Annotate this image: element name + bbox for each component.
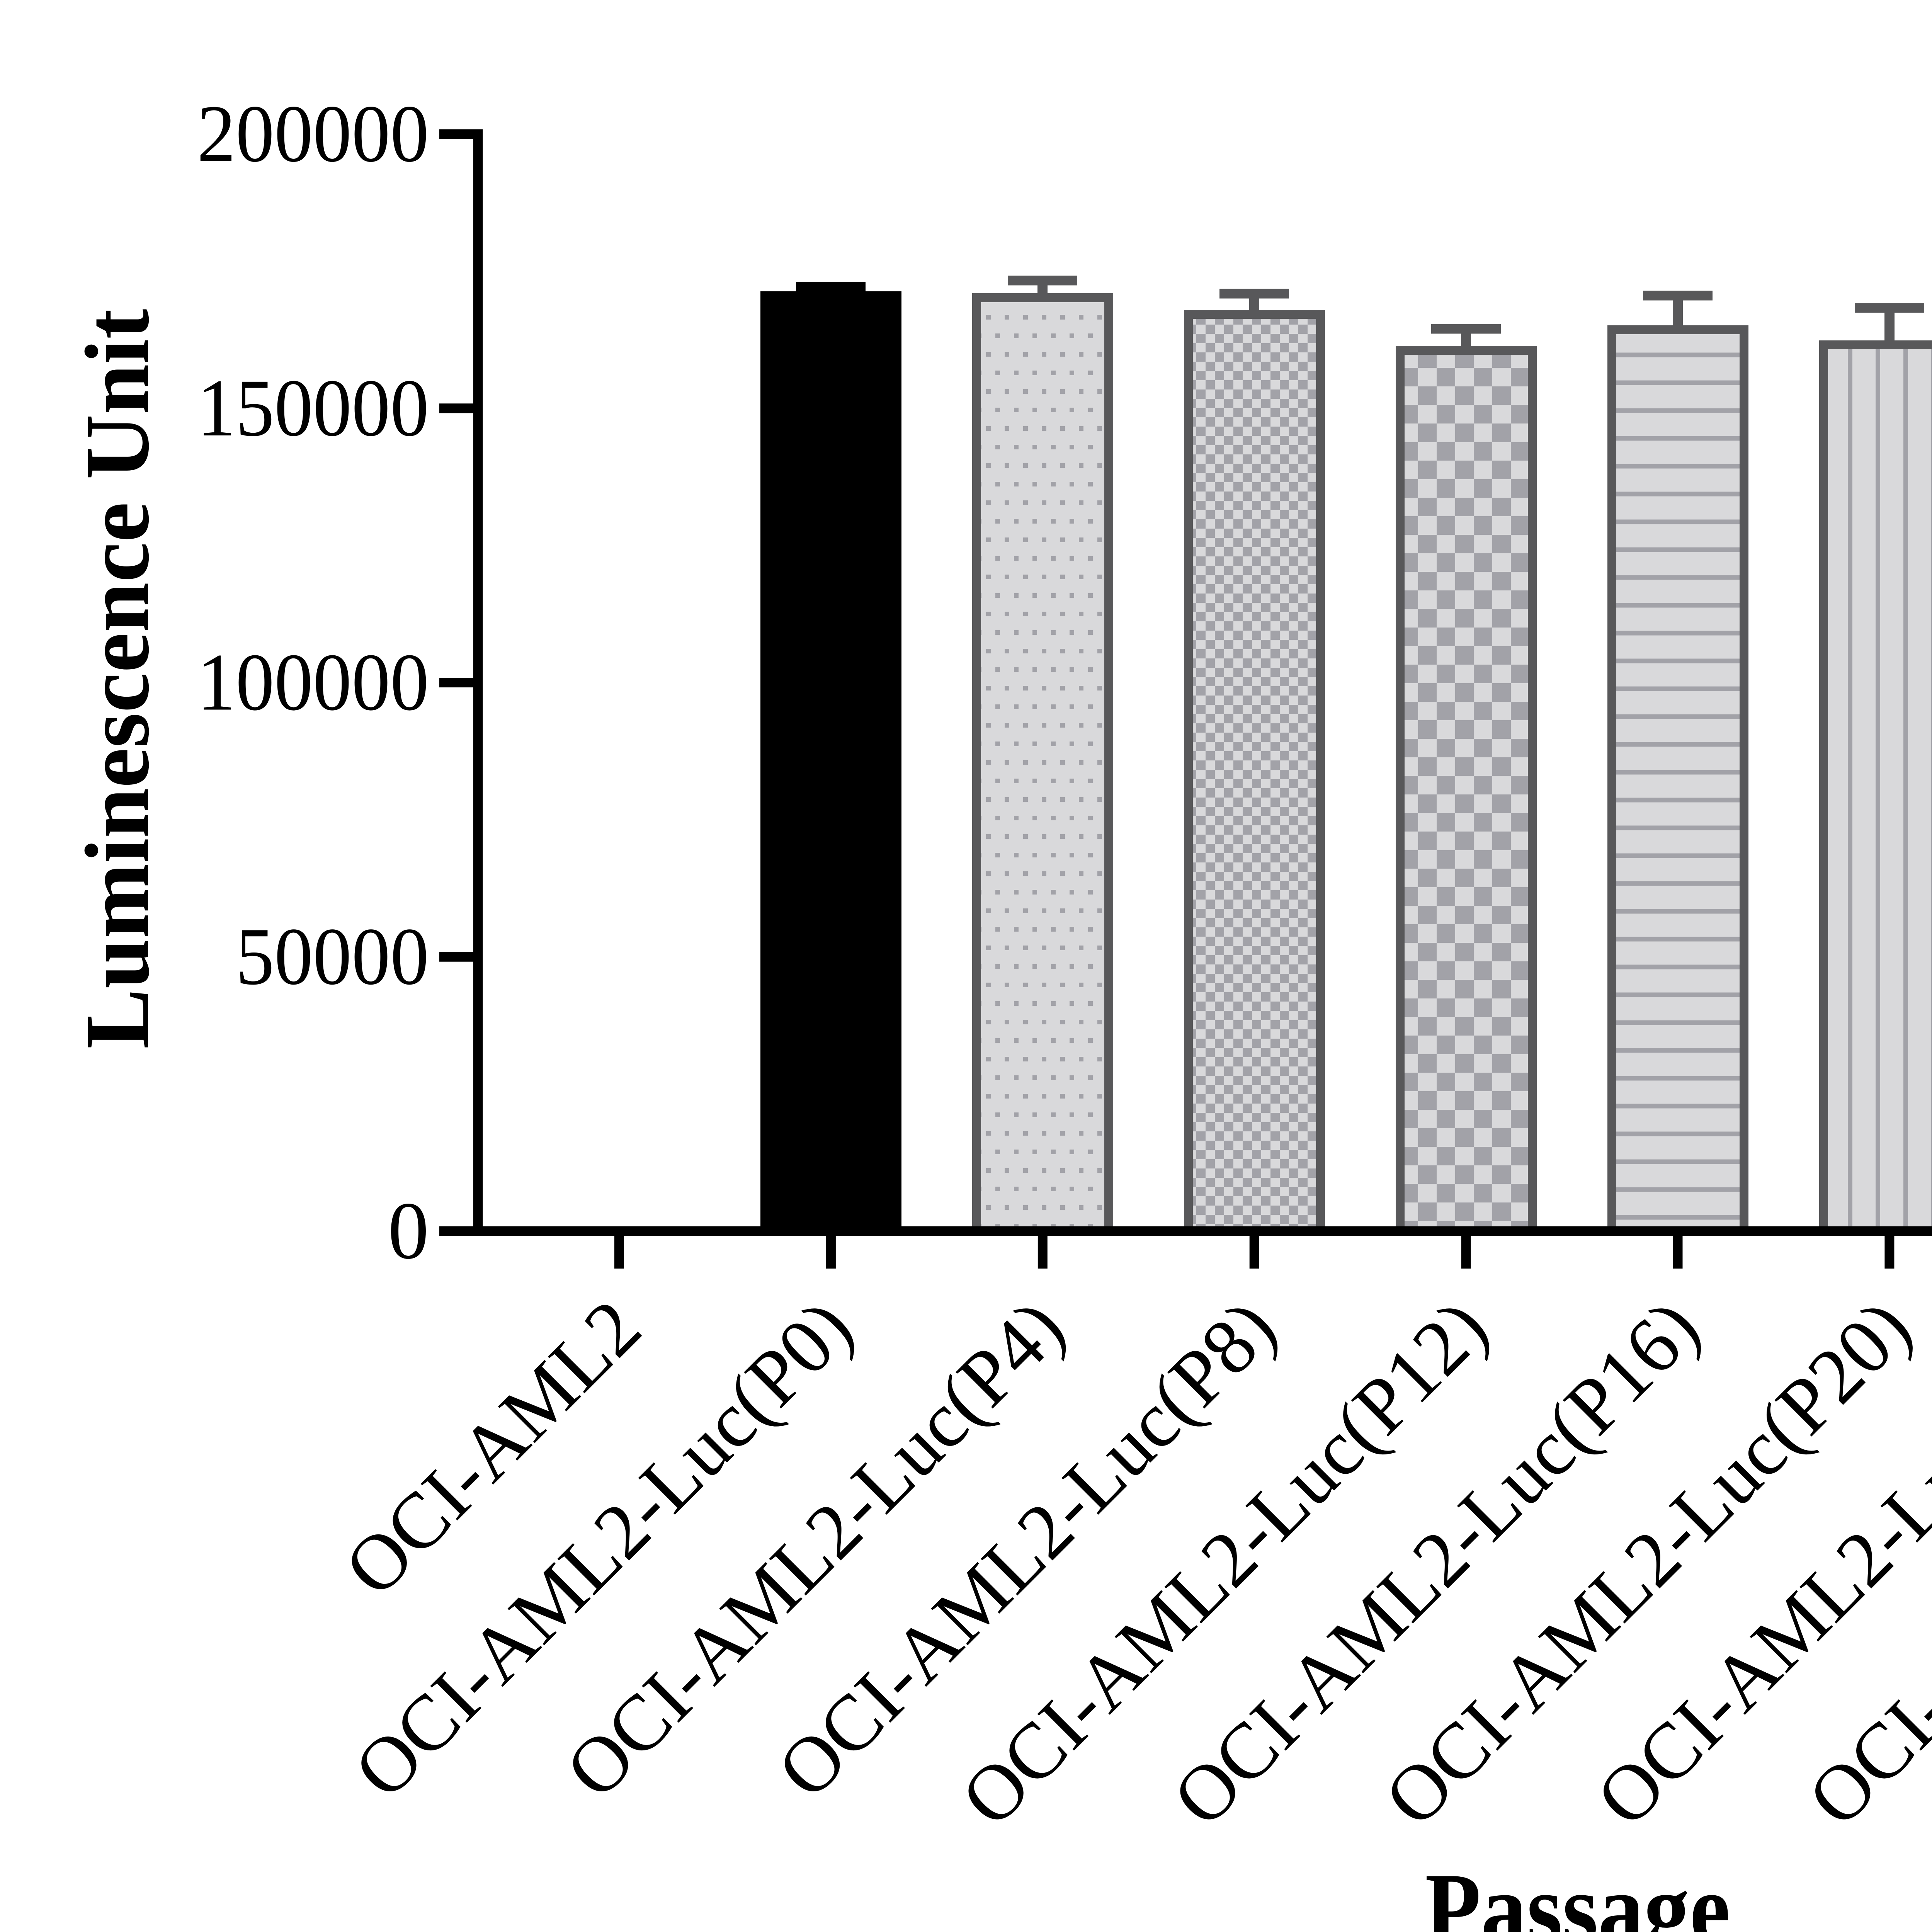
svg-text:200000: 200000 [197,88,429,179]
svg-text:Passage: Passage [1425,1852,1730,1932]
svg-text:0: 0 [388,1185,429,1276]
svg-text:Luminescence Unit: Luminescence Unit [67,309,168,1049]
svg-text:150000: 150000 [197,362,429,453]
svg-text:50000: 50000 [236,911,429,1002]
svg-text:100000: 100000 [197,637,429,728]
